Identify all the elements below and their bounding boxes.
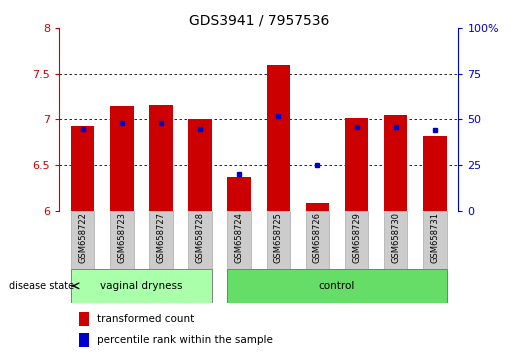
Bar: [110, 106, 133, 211]
Bar: [306, 211, 329, 269]
Text: GSM658731: GSM658731: [431, 212, 439, 263]
Text: GSM658730: GSM658730: [391, 212, 400, 263]
Text: percentile rank within the sample: percentile rank within the sample: [97, 335, 273, 345]
Bar: [345, 118, 368, 211]
Bar: [149, 211, 173, 269]
Bar: [228, 177, 251, 211]
Bar: [267, 65, 290, 211]
Bar: [423, 136, 447, 211]
Bar: [384, 115, 407, 211]
Text: GSM658725: GSM658725: [274, 212, 283, 263]
Text: GSM658728: GSM658728: [196, 212, 204, 263]
Text: GSM658723: GSM658723: [117, 212, 126, 263]
Text: transformed count: transformed count: [97, 314, 194, 324]
Bar: [384, 211, 407, 269]
Bar: [71, 269, 212, 303]
Bar: [188, 211, 212, 269]
Text: disease state: disease state: [9, 281, 74, 291]
Text: GSM658729: GSM658729: [352, 212, 361, 263]
Bar: [71, 126, 94, 211]
Title: GDS3941 / 7957536: GDS3941 / 7957536: [188, 13, 329, 27]
Bar: [79, 333, 89, 347]
Text: GSM658722: GSM658722: [78, 212, 87, 263]
Bar: [345, 211, 368, 269]
Bar: [423, 211, 447, 269]
Text: GSM658726: GSM658726: [313, 212, 322, 263]
Bar: [188, 120, 212, 211]
Bar: [228, 211, 251, 269]
Bar: [149, 105, 173, 211]
Bar: [228, 269, 447, 303]
Bar: [110, 211, 133, 269]
Text: control: control: [319, 281, 355, 291]
Bar: [267, 211, 290, 269]
Bar: [306, 203, 329, 211]
Text: vaginal dryness: vaginal dryness: [100, 281, 183, 291]
Bar: [79, 312, 89, 326]
Text: GSM658724: GSM658724: [235, 212, 244, 263]
Text: GSM658727: GSM658727: [157, 212, 165, 263]
Bar: [71, 211, 94, 269]
